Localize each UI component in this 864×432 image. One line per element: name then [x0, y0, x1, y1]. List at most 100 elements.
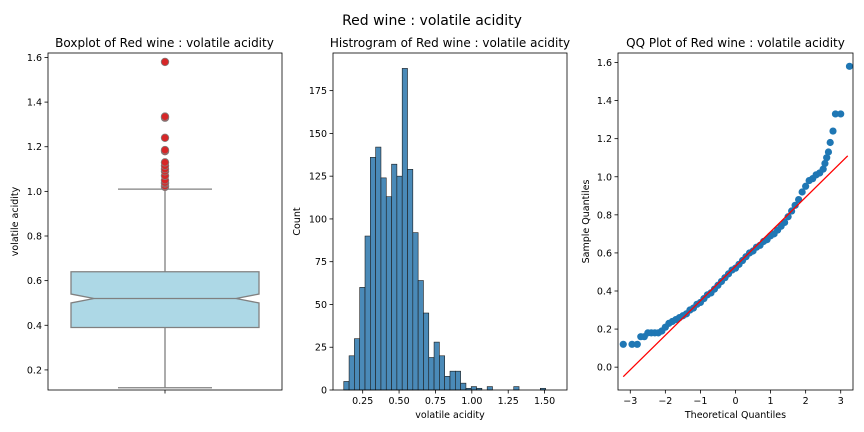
y-tick-label: 0.2: [597, 325, 612, 336]
x-tick-label: 2: [803, 396, 809, 407]
histogram-bar: [396, 175, 403, 391]
y-tick-label: 125: [309, 172, 327, 183]
y-tick-label: 0.0: [597, 363, 612, 374]
y-tick-label: 1.6: [597, 58, 612, 69]
qq-point: [845, 62, 854, 70]
boxplot-ylabel: volatile acidity: [10, 186, 21, 256]
x-tick-label: 0: [732, 396, 738, 407]
histogram-bar: [412, 232, 419, 391]
histogram-bar: [348, 355, 355, 391]
qq-point: [628, 340, 636, 348]
qqplot-frame: [617, 52, 854, 391]
qq-point: [619, 340, 627, 348]
y-tick-label: 1.6: [27, 53, 42, 64]
y-tick-label: 1.0: [597, 172, 612, 183]
histogram-bar: [385, 196, 392, 391]
x-tick-label: −2: [658, 396, 672, 407]
boxplot-title: Boxplot of Red wine : volatile acidity: [55, 36, 274, 50]
y-tick-label: 1.2: [597, 134, 612, 145]
qq-point: [795, 196, 803, 204]
histogram-bar: [423, 312, 430, 391]
qqplot-ylabel: Sample Quantiles: [581, 180, 592, 264]
y-tick-label: 50: [315, 300, 327, 311]
y-tick-label: 0.6: [27, 276, 42, 287]
outlier-point: [160, 57, 170, 67]
histogram-bar: [439, 355, 445, 391]
qq-point: [831, 110, 840, 118]
histogram-bar: [486, 386, 493, 391]
qq-point: [633, 340, 641, 348]
histogram-bar: [380, 177, 387, 391]
x-tick-label: 1: [768, 396, 774, 407]
x-tick-label: −1: [693, 396, 707, 407]
y-tick-label: 1.0: [27, 187, 42, 198]
x-tick-label: 1.00: [461, 396, 482, 407]
qq-point: [821, 159, 829, 168]
y-tick-label: 0.6: [597, 248, 612, 259]
histogram-ylabel: Count: [292, 207, 303, 235]
y-tick-label: 0.8: [27, 232, 42, 243]
histogram-bar: [433, 341, 440, 391]
histogram-bar: [364, 235, 371, 391]
qqplot-title: QQ Plot of Red wine : volatile acidity: [626, 36, 845, 50]
outlier-point: [160, 145, 170, 155]
x-tick-label: 0.75: [425, 396, 446, 407]
qq-point: [823, 154, 831, 162]
histogram-bar: [401, 68, 408, 391]
y-tick-label: 0.4: [27, 321, 42, 332]
y-tick-label: 75: [315, 257, 327, 268]
histogram-bar: [370, 157, 376, 391]
histogram-bar: [417, 280, 424, 391]
histogram-bar: [375, 146, 382, 391]
histogram-bar: [407, 169, 414, 391]
qq-point: [829, 127, 837, 135]
x-tick-label: 0.25: [352, 396, 373, 407]
qq-point: [802, 182, 810, 190]
histogram-bar: [359, 287, 366, 391]
histogram-title: Histrogram of Red wine : volatile acidit…: [330, 36, 570, 50]
histogram-bar: [391, 163, 398, 391]
qqplot-xlabel: Theoretical Quantiles: [684, 410, 786, 421]
box-body: [70, 271, 260, 329]
y-tick-label: 150: [309, 129, 327, 140]
outlier-point: [160, 133, 170, 143]
histogram-bar: [354, 338, 361, 391]
y-tick-label: 1.4: [597, 96, 612, 107]
y-tick-label: 0.4: [597, 286, 612, 297]
x-tick-label: 3: [838, 396, 844, 407]
qqplot-panel: QQ Plot of Red wine : volatile acidity −…: [581, 36, 854, 421]
histogram-xlabel: volatile acidity: [415, 410, 485, 421]
histogram-bar: [428, 357, 435, 391]
histogram-panel: Histrogram of Red wine : volatile acidit…: [292, 36, 570, 421]
outlier-point: [160, 112, 170, 121]
reference-line: [622, 155, 849, 378]
qq-point: [781, 218, 789, 227]
y-tick-label: 0.8: [597, 210, 612, 221]
qq-point: [837, 110, 845, 118]
histogram-bar: [513, 386, 520, 391]
histogram-bar: [470, 386, 477, 391]
y-tick-label: 1.2: [27, 142, 42, 153]
qq-point: [791, 201, 799, 209]
x-tick-label: 0.50: [388, 396, 409, 407]
figure-suptitle: Red wine : volatile acidity: [342, 13, 522, 29]
x-tick-label: 1.50: [534, 396, 555, 407]
qq-point: [798, 188, 806, 196]
y-tick-label: 1.4: [27, 98, 42, 109]
histogram-frame: [332, 52, 568, 391]
y-tick-label: 100: [309, 214, 327, 225]
x-tick-label: −3: [623, 396, 637, 407]
y-tick-label: 25: [315, 343, 327, 354]
histogram-bar: [444, 376, 451, 391]
qq-point: [819, 165, 827, 173]
outlier-point: [160, 158, 170, 167]
qq-point: [826, 138, 834, 147]
boxplot-panel: Boxplot of Red wine : volatile acidity 0…: [10, 36, 283, 394]
y-tick-label: 0.2: [27, 365, 42, 376]
histogram-bar: [449, 370, 456, 391]
y-tick-label: 0: [321, 386, 327, 397]
histogram-bar: [460, 382, 467, 391]
histogram-bar: [455, 370, 461, 391]
x-tick-label: 1.25: [498, 396, 519, 407]
